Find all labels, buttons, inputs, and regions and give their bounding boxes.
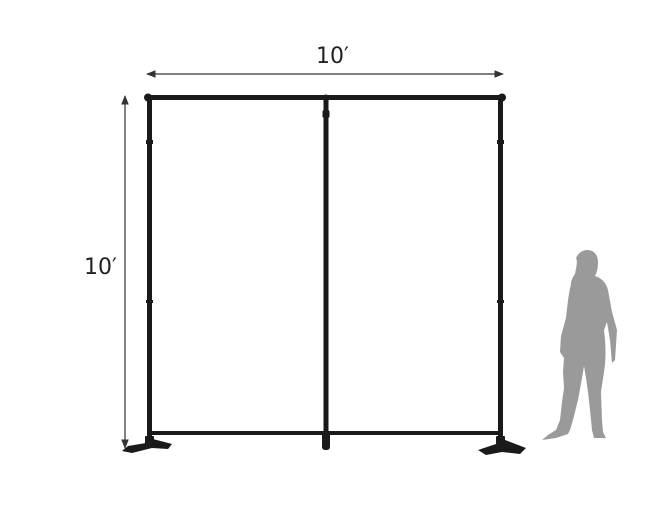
person-silhouette (542, 250, 617, 440)
right-upright-pole (498, 99, 503, 439)
backdrop-frame (122, 93, 526, 455)
left-base-foot (122, 436, 172, 453)
width-dimension-label: 10′ (316, 44, 349, 69)
right-base-foot (478, 436, 526, 455)
height-dimension-label: 10′ (84, 255, 117, 280)
center-support-pole (323, 99, 329, 445)
left-upright-pole (147, 99, 152, 439)
